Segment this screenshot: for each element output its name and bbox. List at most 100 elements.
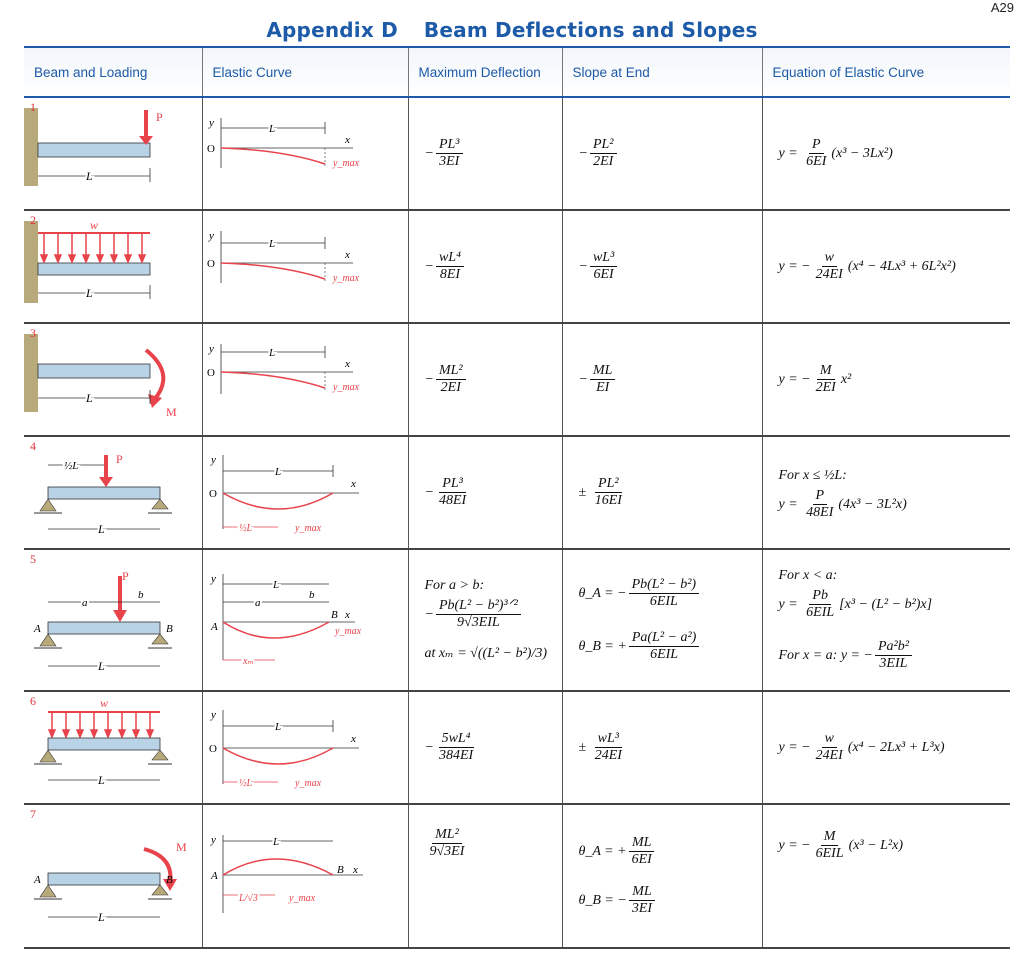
roller-support	[151, 498, 169, 510]
max-deflection-cell: ML² 9√3EI	[407, 804, 562, 949]
support-b-label: B	[166, 874, 173, 886]
equation-cell: y = − M 6EIL (x³ − L²x)	[761, 804, 1010, 949]
elastic-curve-equation: y = − w 24EI (x⁴ − 2Lx³ + L³x)	[778, 730, 945, 763]
equation-cell: y = − w 24EI (x⁴ − 2Lx³ + L³x)	[761, 691, 1010, 805]
elastic-curve-diagram: y O x L ½L y_max	[209, 454, 359, 536]
elastic-curve-diagram: y A L a b B x y_max xₘ	[210, 573, 362, 669]
elastic-curve-diagram: y O x L ½L y_max	[209, 709, 359, 791]
equation-condition: For x < a:	[778, 567, 838, 583]
simply-supported-distributed-load-diagram: w L	[34, 696, 172, 789]
elastic-curve-cell: y O x L y_max	[201, 97, 408, 211]
half-span-label: ½L	[239, 523, 253, 534]
load-label: w	[90, 218, 98, 232]
max-deflection-cell: − ML² 2EI	[407, 323, 562, 437]
wall-support	[24, 108, 38, 186]
y-axis-label: y	[210, 709, 216, 721]
support-a-label: A	[210, 621, 218, 633]
x-axis-label: x	[344, 358, 350, 370]
slope-cell: − PL² 2EI	[561, 97, 762, 211]
beam	[37, 363, 151, 379]
slope-cell: − ML EI	[561, 323, 762, 437]
b-label: b	[138, 589, 144, 601]
y-axis-label: y	[208, 343, 214, 355]
beam	[47, 872, 161, 886]
elastic-curve-equation-at-a: For x = a: y = − Pa²b² 3EIL	[779, 639, 1011, 672]
col-header-deflection: Maximum Deflection	[407, 46, 562, 98]
beam-loading-cell: 6 w L	[24, 691, 202, 805]
span-label: L	[268, 347, 275, 359]
table-row: 3 M L y O x L	[24, 323, 1010, 437]
table-row: 5 P a b A B L	[24, 549, 1011, 692]
origin-label: O	[207, 367, 215, 379]
elastic-curve-cell: y O x L ½L y_max	[201, 691, 408, 805]
span-label: L	[272, 579, 279, 591]
col-header-slope: Slope at End	[561, 46, 762, 98]
roller-support	[151, 884, 169, 896]
slope-cell: ± wL³ 24EI	[561, 691, 762, 805]
row-number: 2	[30, 213, 36, 227]
col-header-curve: Elastic Curve	[201, 46, 408, 98]
max-deflection: − ML² 2EI	[425, 363, 468, 395]
span-label: L	[85, 169, 93, 183]
max-deflection: ML² 9√3EI	[429, 827, 465, 860]
page-title: Appendix D Beam Deflections and Slopes	[0, 18, 1024, 42]
cantilever-distributed-load-diagram: w L	[24, 218, 151, 303]
load-label: P	[156, 110, 163, 124]
title-appendix: Appendix D	[266, 18, 398, 42]
elastic-curve-equation: y = P 48EI (4x³ − 3L²x)	[778, 487, 907, 520]
simply-supported-center-load-diagram: ½L P L	[34, 452, 172, 538]
deflection-curve	[220, 371, 325, 389]
ymax-label: y_max	[332, 158, 360, 169]
beam-loading-cell: 5 P a b A B L	[24, 549, 202, 692]
support-a-label: A	[210, 870, 218, 882]
pin-support	[39, 749, 57, 763]
elastic-curve-cell: y A L B x L/√3 y_max	[201, 804, 408, 949]
beam-loading-cell: 3 M L	[24, 323, 202, 437]
a-label: a	[255, 597, 261, 609]
origin-label: O	[209, 743, 217, 755]
ymax-label: y_max	[294, 523, 322, 534]
deflection-curve	[220, 147, 325, 165]
a-label: a	[82, 597, 88, 609]
x-axis-label: x	[344, 249, 350, 261]
moment-arrow	[144, 348, 166, 402]
x-axis-label: x	[344, 609, 350, 621]
slope-b: θ_B = + Pa(L² − a²) 6EIL	[579, 630, 762, 663]
beam-loading-cell: 4 ½L P L	[24, 436, 202, 550]
max-deflection-cell: − PL³ 3EI	[407, 97, 562, 211]
load-label: M	[166, 405, 177, 419]
span-label: L	[85, 286, 93, 300]
row-number: 3	[30, 326, 36, 340]
ymax-label: y_max	[332, 273, 360, 284]
elastic-curve-cell: y A L a b B x y_max xₘ	[201, 549, 408, 692]
deflection-curve	[222, 492, 333, 510]
half-span-label: ½L	[239, 778, 253, 789]
beam	[47, 486, 161, 500]
wall-support	[24, 221, 38, 303]
ymax-label: y_max	[288, 893, 316, 904]
row-number: 7	[30, 807, 36, 821]
load-label: P	[122, 569, 129, 583]
load-label: M	[176, 840, 187, 854]
support-b-label: B	[166, 623, 173, 635]
span-label: L	[85, 391, 93, 405]
origin-label: O	[207, 258, 215, 270]
x-axis-label: x	[344, 134, 350, 146]
support-a-label: A	[33, 623, 41, 635]
y-axis-label: y	[210, 454, 216, 466]
support-b-label: B	[337, 864, 344, 876]
beam	[47, 621, 161, 635]
load-label: P	[116, 452, 123, 466]
simply-supported-offset-load-diagram: P a b A B L	[33, 569, 173, 675]
span-label: L	[274, 466, 281, 478]
elastic-curve-diagram: y O x L y_max	[207, 117, 360, 169]
span-label: L	[272, 836, 279, 848]
y-axis-label: y	[210, 834, 216, 846]
deflection-curve	[222, 621, 329, 639]
page-number: A29	[990, 0, 1014, 15]
l-over-root3-label: L/√3	[238, 893, 258, 904]
max-deflection: − wL⁴ 8EI	[425, 250, 466, 282]
slope-at-end: − wL³ 6EI	[579, 250, 620, 282]
max-deflection-cell: For a > b: − Pb(L² − b²)³ᐟ² 9√3EIL at xₘ =…	[407, 549, 562, 692]
slope-cell: − wL³ 6EI	[561, 210, 762, 324]
